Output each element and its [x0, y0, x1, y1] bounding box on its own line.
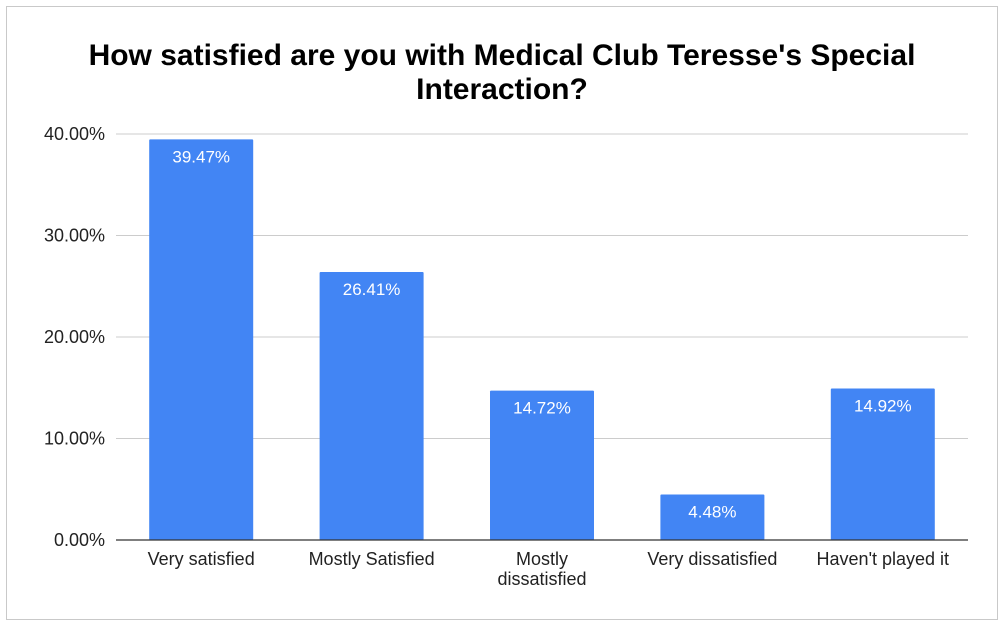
bar [149, 139, 254, 540]
bar [490, 390, 594, 540]
data-label: 39.47% [172, 147, 230, 166]
data-label: 4.48% [688, 503, 736, 522]
bar [660, 494, 765, 540]
data-label: 14.92% [854, 397, 912, 416]
y-tick-label: 10.00% [44, 429, 105, 449]
x-category-label: dissatisfied [497, 569, 586, 589]
data-labels: 39.47% 26.41% 14.72% 4.48% 14.92% [172, 147, 911, 521]
data-label: 26.41% [343, 280, 401, 299]
y-tick-label: 30.00% [44, 226, 105, 246]
data-label: 14.72% [513, 399, 571, 418]
chart-title-line: How satisfied are you with Medical Club … [89, 39, 916, 72]
x-category-label: Mostly Satisfied [309, 549, 435, 569]
x-axis-categories: Very satisfied Mostly Satisfied Mostlydiss… [148, 549, 949, 589]
x-category-label: Very dissatisfied [647, 549, 777, 569]
x-category-label: Haven't played it [817, 549, 950, 569]
chart-title: How satisfied are you with Medical Club … [89, 39, 916, 106]
y-tick-label: 0.00% [54, 530, 105, 550]
y-axis-ticks: 0.00% 10.00% 20.00% 30.00% 40.00% [44, 124, 105, 550]
y-tick-label: 40.00% [44, 124, 105, 144]
x-category-label: Mostly [516, 549, 568, 569]
bar [319, 271, 424, 540]
y-tick-label: 20.00% [44, 327, 105, 347]
x-category-label: Very satisfied [148, 549, 255, 569]
bar [830, 388, 935, 540]
chart-title-line: Interaction? [416, 73, 588, 106]
bars [149, 139, 935, 540]
